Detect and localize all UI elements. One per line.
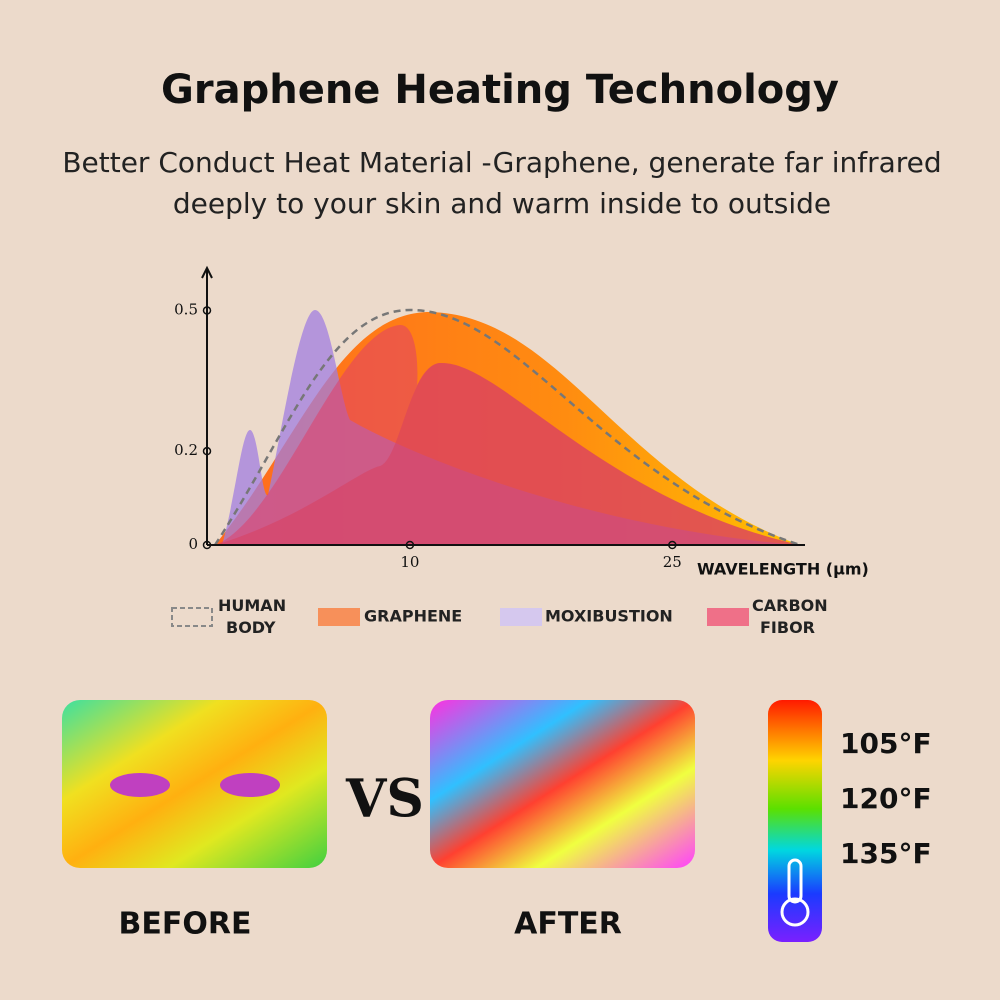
legend-label: GRAPHENE: [364, 607, 462, 626]
temp-label: 105°F: [840, 727, 932, 760]
x-tick-label: 10: [400, 553, 419, 571]
y-tick: [202, 540, 212, 550]
after-image: [430, 700, 695, 868]
human-body-line: [213, 308, 801, 547]
legend-label: MOXIBUSTION: [545, 607, 673, 626]
arrow: [201, 265, 213, 279]
legend-label: HUMAN BODY: [218, 596, 286, 637]
x-tick: [405, 540, 415, 550]
y-tick-label: 0.2: [174, 441, 198, 459]
x-axis-label: WAVELENGTH (μm): [697, 560, 869, 579]
legend-swatch: [318, 608, 360, 626]
eye: [110, 773, 170, 797]
title: Graphene Heating Technology: [161, 67, 839, 113]
eye: [220, 773, 280, 797]
thermometer-scale: [768, 700, 822, 942]
x-tick: [668, 540, 677, 550]
legend-swatch: [707, 608, 749, 626]
y-tick: [202, 446, 212, 456]
thermometer-icon: [787, 858, 803, 904]
after-label: AFTER: [514, 907, 622, 942]
y-tick-label: 0: [188, 535, 198, 553]
thermometer-icon: [780, 897, 810, 927]
x-tick-label: 25: [663, 553, 682, 571]
y-tick: [202, 306, 212, 315]
before-label: BEFORE: [119, 907, 252, 942]
axes: WAVELENGTH (μm): [201, 265, 869, 579]
legend: [171, 607, 749, 627]
temp-label: 135°F: [840, 837, 932, 870]
vs: VS: [345, 769, 424, 830]
legend-swatch: [500, 608, 542, 626]
subtitle: Better Conduct Heat Material -Graphene, …: [62, 146, 941, 179]
legend-label: CARBON FIBOR: [752, 596, 828, 637]
before-image: [62, 700, 327, 868]
y-tick-label: 0.5: [174, 300, 198, 318]
curves: [213, 308, 801, 547]
temp-label: 120°F: [840, 782, 932, 815]
legend-swatch: [171, 607, 213, 627]
carbon-area: [215, 362, 800, 545]
subtitle: deeply to your skin and warm inside to o…: [173, 187, 831, 220]
